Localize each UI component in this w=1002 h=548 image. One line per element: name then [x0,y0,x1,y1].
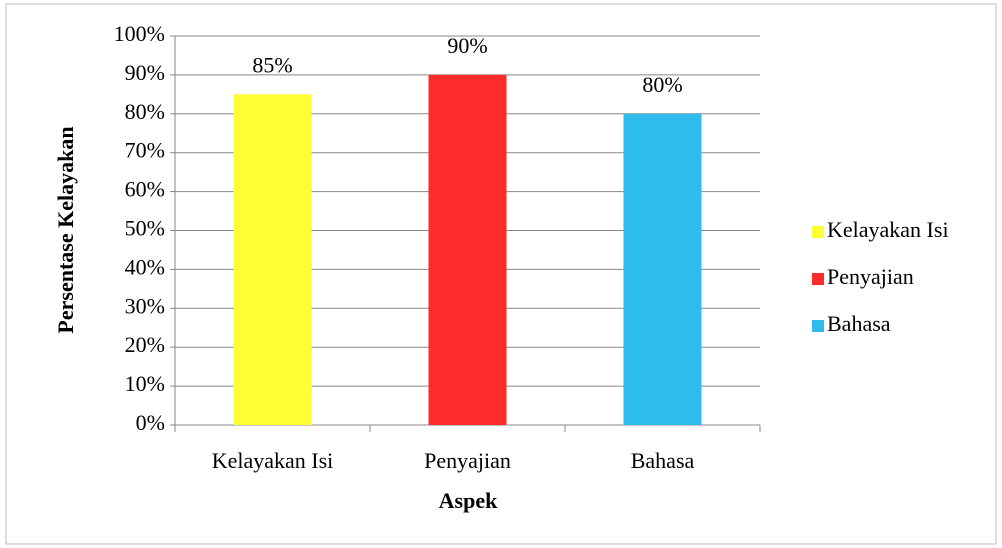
x-tick-label: Bahasa [631,448,695,473]
legend-swatch [812,226,824,238]
y-tick-label: 70% [125,138,165,163]
legend-label: Penyajian [827,264,914,289]
y-tick-label: 30% [125,293,165,318]
y-tick-label: 80% [125,99,165,124]
y-tick-label: 20% [125,332,165,357]
bar [233,94,312,425]
legend-label: Kelayakan Isi [827,217,949,242]
x-tick-label: Penyajian [424,448,511,473]
bar [428,74,507,426]
data-label: 80% [642,72,682,97]
legend-swatch [812,273,824,285]
x-tick-label: Kelayakan Isi [212,448,334,473]
y-tick-label: 100% [114,21,165,46]
y-tick-label: 50% [125,216,165,241]
x-axis-label: Aspek [439,488,498,513]
data-label: 90% [447,33,487,58]
y-tick-label: 60% [125,177,165,202]
bar [623,113,702,426]
y-tick-label: 90% [125,60,165,85]
legend-label: Bahasa [827,311,891,336]
y-axis-label: Persentase Kelayakan [53,126,78,333]
y-tick-label: 10% [125,371,165,396]
y-tick-label: 0% [136,410,165,435]
y-tick-label: 40% [125,254,165,279]
data-label: 85% [252,52,292,77]
legend-swatch [812,320,824,332]
